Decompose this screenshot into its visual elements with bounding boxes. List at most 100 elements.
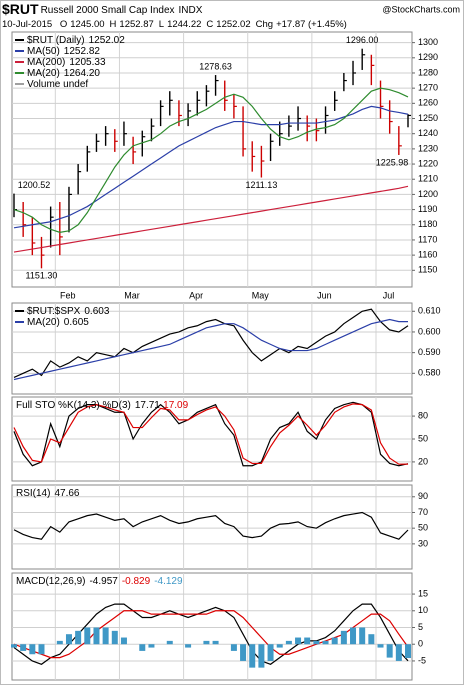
series-line [13, 105, 409, 229]
histogram-bar [29, 644, 36, 655]
histogram-bar [84, 627, 91, 645]
legend-name: MA(20) [27, 68, 60, 79]
x-tick-label: Mar [124, 290, 140, 300]
quote-value: 1244.22 [167, 19, 201, 30]
histogram-bar [230, 644, 237, 651]
y-tick-label: 1280 [418, 67, 438, 77]
annotation: 1296.00 [346, 35, 379, 45]
y-tick-label: 50 [418, 433, 428, 443]
panel-frame [11, 302, 413, 395]
y-tick-label: 70 [418, 507, 428, 517]
y-tick-label: 0.580 [418, 368, 441, 378]
y-tick-label: 1150 [418, 265, 437, 275]
y-tick-label: 30 [418, 538, 428, 548]
quote-key: O [60, 19, 67, 30]
y-tick-label: 1230 [418, 143, 438, 153]
x-tick-label: Feb [60, 290, 76, 300]
y-tick-label: 50 [418, 523, 428, 533]
histogram-bar [11, 644, 17, 648]
histogram-bar [249, 644, 256, 668]
panel-frame [11, 484, 413, 570]
y-tick-label: 20 [418, 456, 428, 466]
exchange: INDX [179, 5, 203, 16]
annotation: 1200.52 [18, 180, 51, 190]
histogram-bar [331, 637, 338, 645]
legend-value: 17.71 [135, 400, 160, 411]
y-tick-label: 1250 [418, 113, 438, 123]
y-tick-label: 1210 [418, 174, 438, 184]
legend-value: -4.129 [154, 576, 183, 587]
y-tick-label: 10 [418, 605, 428, 615]
legend-name: MA(200) [27, 57, 65, 68]
legend-entry: MA(20) 1264.20 [27, 68, 100, 79]
legend-value: 1205.33 [69, 57, 106, 68]
histogram-bar [386, 644, 393, 658]
quote-key: C [206, 19, 213, 30]
x-tick-label: Jun [317, 290, 332, 300]
legend-value: 1264.20 [64, 68, 101, 79]
histogram-bar [368, 634, 375, 645]
histogram-bar [75, 630, 82, 645]
histogram-bar [340, 630, 347, 645]
y-tick-label: 1260 [418, 98, 438, 108]
legend-entry: MA(20) 0.605 [27, 317, 89, 328]
legend-title: Full STO %K(14,3) %D(3) [16, 400, 131, 411]
quote-value: +17.87 (+1.45%) [276, 19, 347, 30]
quote-value: 1252.87 [119, 19, 153, 30]
y-tick-label: 1170 [418, 234, 437, 244]
legend-name: $RUT:$SPX [27, 306, 81, 317]
y-tick-label: 1190 [418, 204, 437, 214]
annotation: 1225.98 [376, 157, 409, 167]
quote-date: 10-Jul-2015 [2, 19, 52, 30]
y-tick-label: 1270 [418, 83, 438, 93]
legend-entry: $RUT:$SPX 0.603 [27, 306, 110, 317]
histogram-bar [212, 640, 219, 645]
histogram-bar [111, 630, 118, 645]
histogram-bar [65, 634, 72, 645]
quote-key: L [159, 19, 164, 30]
legend-value: 17.09 [163, 400, 188, 411]
y-tick-label: -5 [418, 655, 426, 665]
panel-frame [11, 572, 413, 681]
histogram-bar [102, 627, 109, 645]
y-tick-label: 1290 [418, 52, 438, 62]
y-tick-label: 1300 [418, 37, 438, 47]
y-tick-label: 1160 [418, 250, 437, 260]
legend: RSI(14) 47.66 [16, 488, 80, 499]
histogram-bar [185, 644, 192, 648]
histogram-bar [285, 640, 292, 645]
y-tick-label: 1220 [418, 158, 438, 168]
legend: MACD(12,26,9) -4.957 -0.829 -4.129 [16, 576, 183, 587]
histogram-bar [120, 637, 127, 645]
histogram-bar [276, 644, 283, 648]
quote-key: H [110, 19, 117, 30]
legend-value: 0.605 [64, 317, 89, 328]
histogram-bar [295, 637, 302, 645]
title: Russell 2000 Small Cap Index [41, 5, 175, 16]
histogram-bar [56, 640, 63, 645]
panel-frame [11, 31, 413, 288]
histogram-bar [304, 637, 311, 645]
y-tick-label: 1200 [418, 189, 438, 199]
series-line [13, 403, 409, 465]
x-tick-label: Apr [189, 290, 203, 300]
series-line [13, 185, 409, 253]
y-tick-label: 0.600 [418, 326, 441, 336]
series-line [13, 511, 409, 540]
header-title-line: $RUT Russell 2000 Small Cap Index INDX [2, 1, 203, 17]
y-tick-label: 1180 [418, 219, 437, 229]
histogram-bar [166, 640, 173, 645]
y-tick-label: 15 [418, 588, 428, 598]
histogram-bar [267, 644, 274, 661]
y-tick-label: 0.590 [418, 347, 441, 357]
histogram-bar [20, 644, 27, 651]
y-tick-label: 0.610 [418, 306, 441, 316]
y-tick-label: 5 [418, 622, 423, 632]
legend-value: 0.603 [84, 306, 109, 317]
histogram-bar [203, 640, 210, 645]
quote-value: 1245.00 [70, 19, 104, 30]
y-tick-label: 1240 [418, 128, 438, 138]
y-tick-label: 90 [418, 491, 428, 501]
legend-entry: MA(50) 1252.82 [27, 46, 100, 57]
